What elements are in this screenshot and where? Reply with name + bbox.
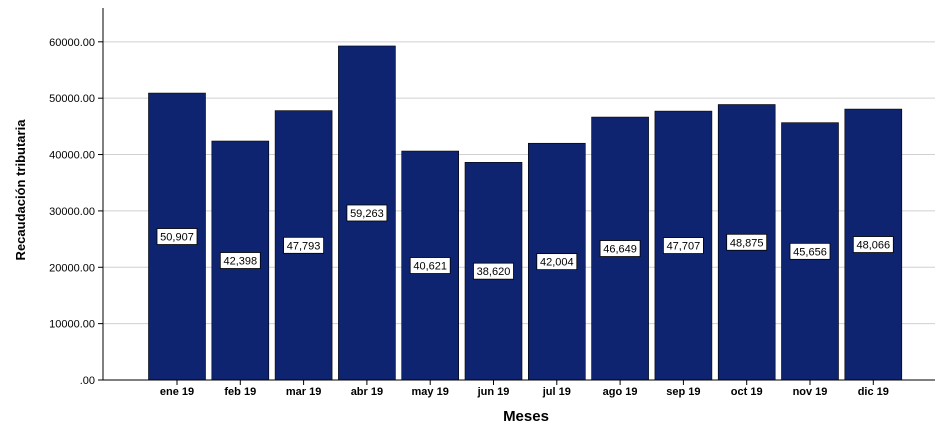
x-tick-label: ene 19 xyxy=(160,386,194,398)
y-tick-label: 20000.00 xyxy=(49,262,95,274)
y-tick-label: 40000.00 xyxy=(49,150,95,162)
x-tick-label: nov 19 xyxy=(793,386,828,398)
data-label-box xyxy=(599,240,641,257)
x-tick-label: may 19 xyxy=(412,386,449,398)
x-tick-label: jul 19 xyxy=(542,386,571,398)
data-labels: 50,907 42,398 47,793 59,263 40,621 38,620 42,0… xyxy=(156,204,894,280)
data-label: 46,649 xyxy=(603,244,637,256)
x-tick-label: oct 19 xyxy=(731,386,763,398)
data-label-box xyxy=(283,236,325,254)
data-label-box xyxy=(663,237,704,254)
y-axis-title: Recaudación tributaria xyxy=(13,119,28,261)
data-label: 47,707 xyxy=(667,241,701,253)
data-label: 50,907 xyxy=(160,232,194,244)
x-tick-label: dic 19 xyxy=(858,386,889,398)
x-tick-label: mar 19 xyxy=(286,386,321,398)
data-label-box xyxy=(219,252,261,269)
x-axis-title: Meses xyxy=(503,408,549,425)
data-label: 42,004 xyxy=(540,257,574,269)
bars xyxy=(148,45,903,381)
data-label-box xyxy=(726,233,768,251)
data-label-box xyxy=(473,262,514,280)
data-label: 45,656 xyxy=(793,246,827,258)
data-label-box xyxy=(852,236,894,253)
y-tick-label: 10000.00 xyxy=(49,319,95,331)
data-label: 40,621 xyxy=(413,261,447,273)
data-label: 38,620 xyxy=(477,266,511,278)
x-tick-label: jun 19 xyxy=(477,386,510,398)
y-tick-label: 60000.00 xyxy=(49,37,95,49)
data-label: 47,793 xyxy=(287,240,321,252)
axes: .00 10000.00 20000.00 30000.00 40000.00 50000… xyxy=(49,8,935,398)
data-label-box xyxy=(536,253,578,271)
x-tick-label: ago 19 xyxy=(603,386,638,398)
data-label-box xyxy=(409,257,451,274)
data-label-box xyxy=(156,228,198,245)
data-label: 48,875 xyxy=(730,237,764,249)
x-tick-label: feb 19 xyxy=(224,386,256,398)
x-tick-label: abr 19 xyxy=(351,386,383,398)
y-tick-label: 50000.00 xyxy=(49,93,95,105)
y-tick-label: .00 xyxy=(80,375,95,387)
data-label-box xyxy=(346,204,388,222)
x-tick-label: sep 19 xyxy=(666,386,700,398)
data-label: 42,398 xyxy=(223,256,257,268)
y-tick-label: 30000.00 xyxy=(49,206,95,218)
data-label-box xyxy=(789,242,831,260)
data-label: 48,066 xyxy=(856,240,890,252)
data-label: 59,263 xyxy=(350,208,384,220)
